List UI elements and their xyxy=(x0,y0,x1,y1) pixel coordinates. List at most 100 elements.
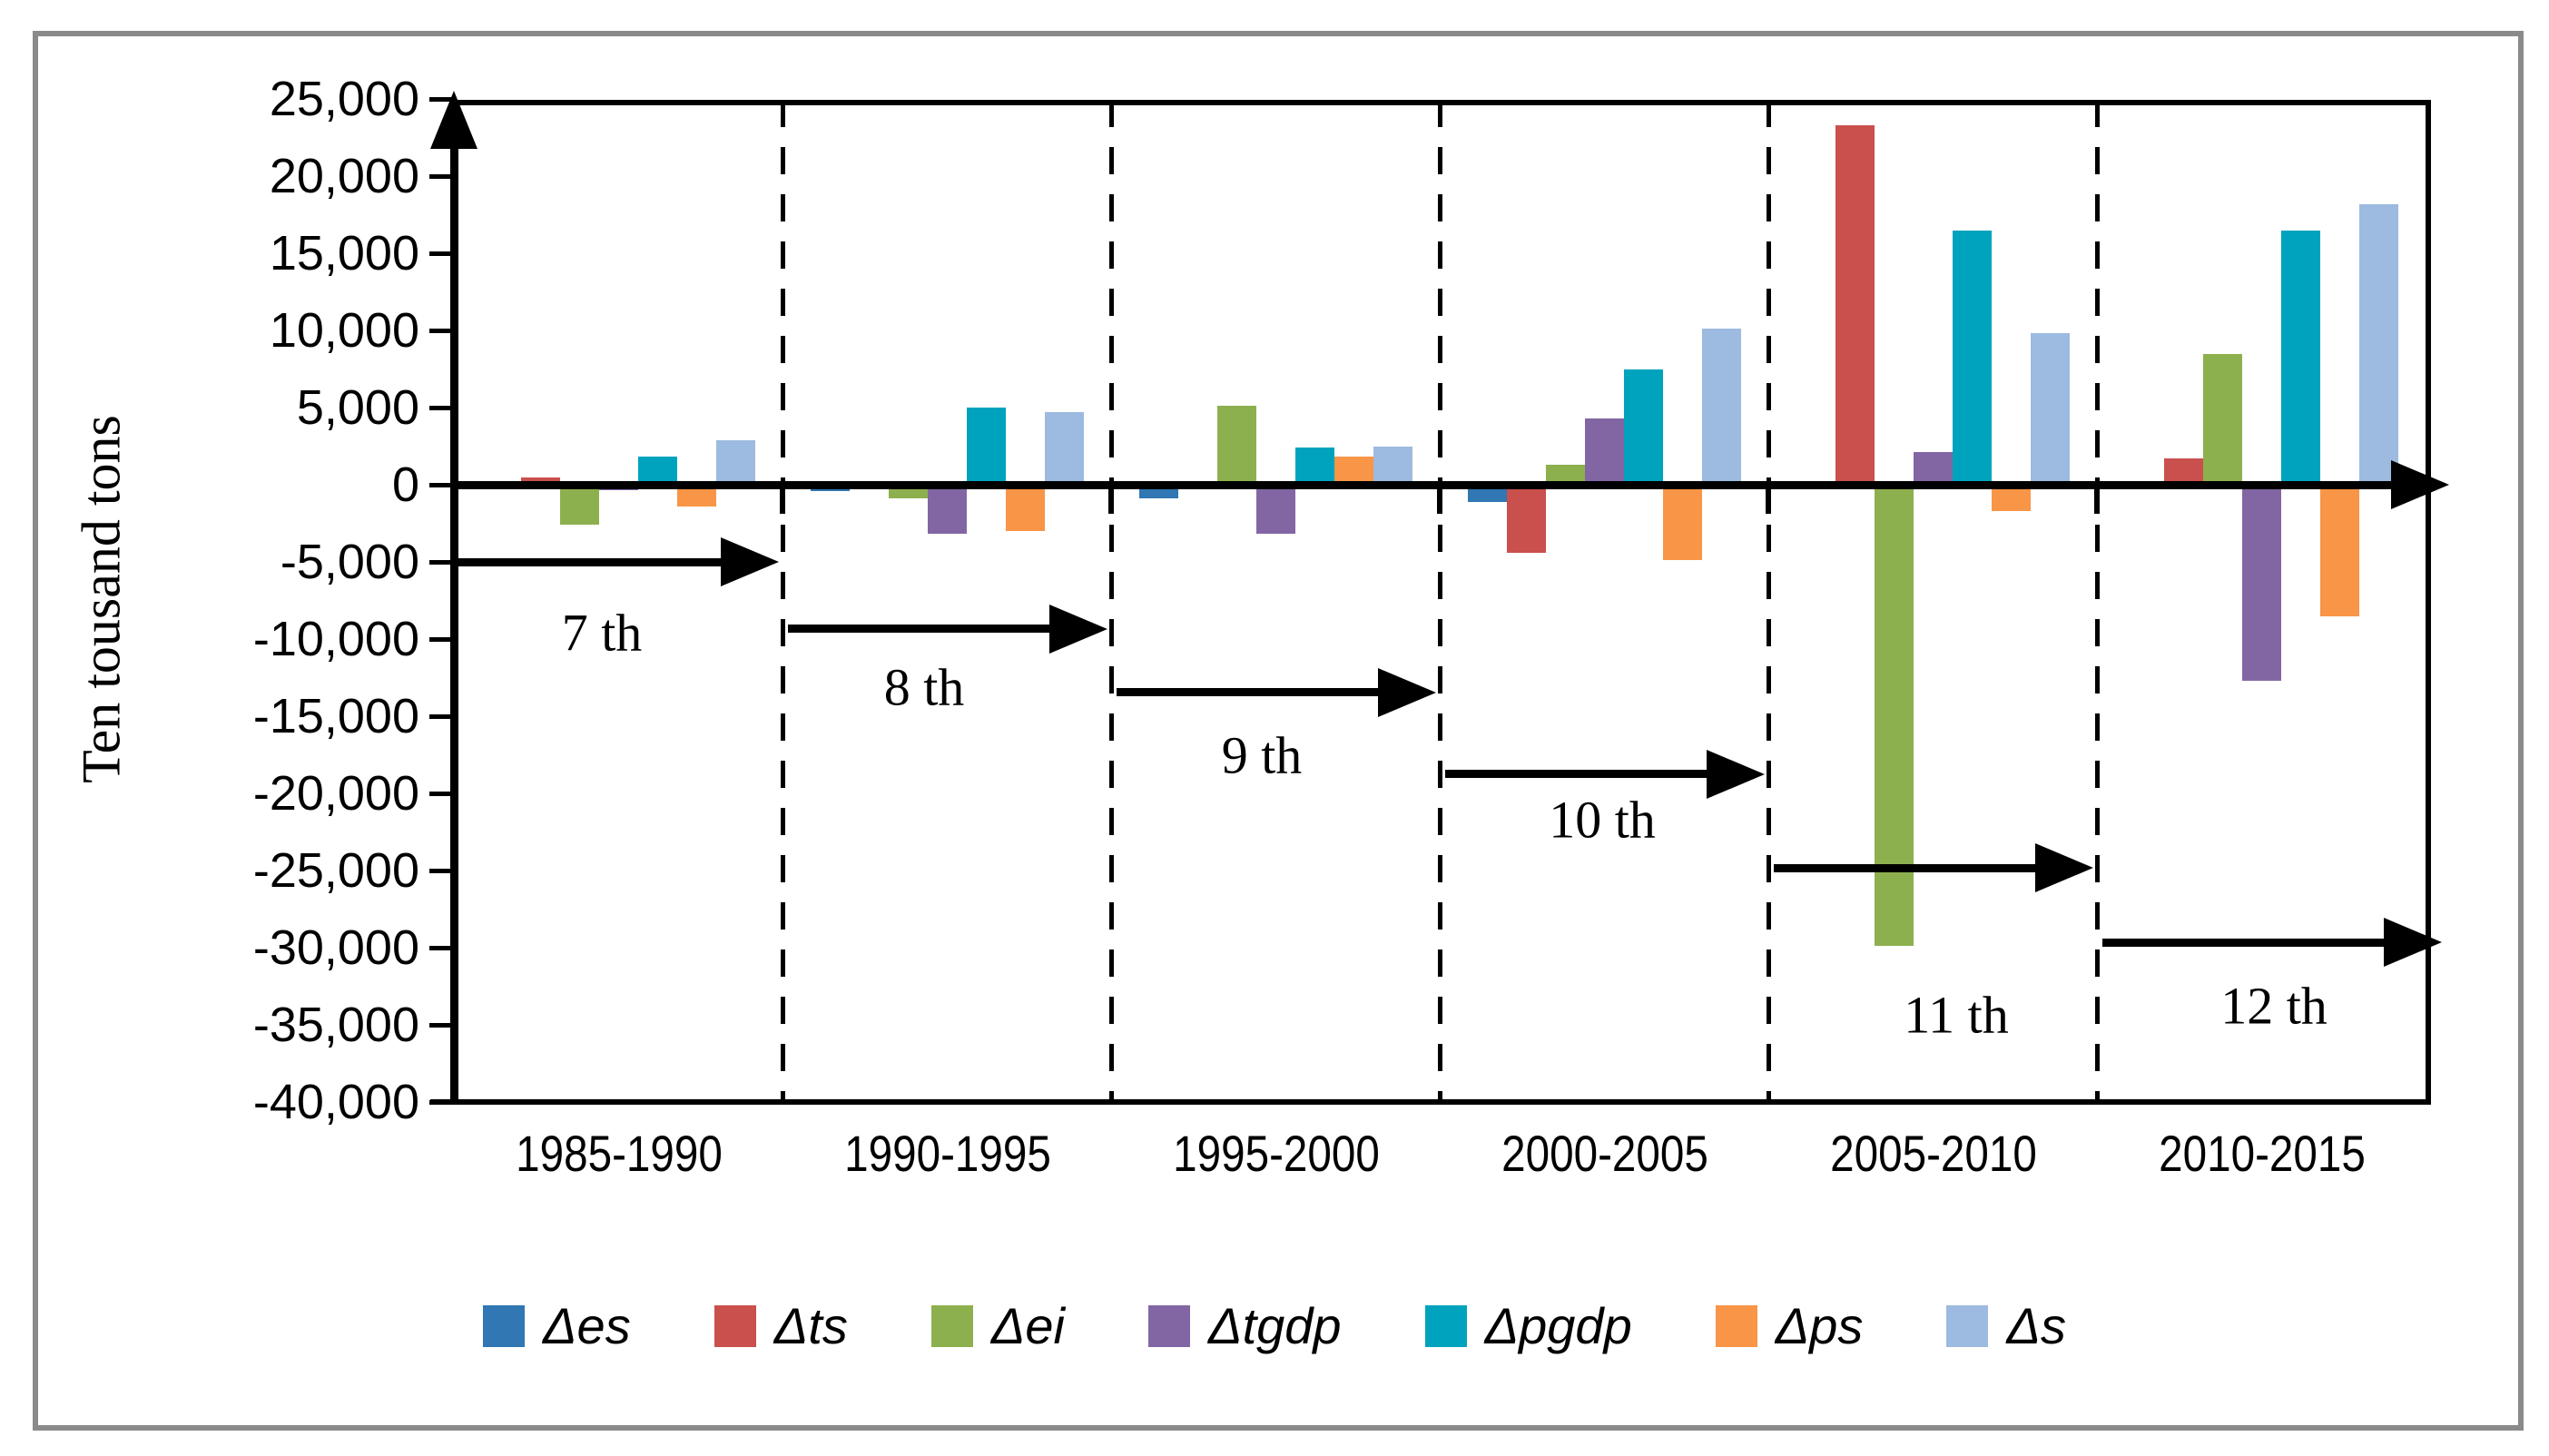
legend-label: Δes xyxy=(542,1297,631,1354)
x-category-label: 2005-2010 xyxy=(1830,1125,2037,1182)
y-tick-label: 15,000 xyxy=(269,226,419,280)
bar-Δtgdp-1990-1995 xyxy=(927,485,967,535)
y-tick-label: 25,000 xyxy=(269,72,419,126)
x-axis-arrowhead xyxy=(2391,460,2449,509)
bar-Δs-1995-2000 xyxy=(1373,446,1412,485)
plan-arrow-label: 8 th xyxy=(883,657,965,717)
x-category-label: 2010-2015 xyxy=(2159,1125,2366,1182)
x-category-label: 1985-1990 xyxy=(516,1125,723,1182)
legend-swatch-icon xyxy=(930,1304,973,1347)
bar-Δs-2005-2010 xyxy=(2030,333,2070,485)
y-axis-tick xyxy=(429,482,454,487)
legend-label: Δs xyxy=(2006,1297,2067,1354)
y-axis-tick xyxy=(429,328,454,333)
y-tick-label: -25,000 xyxy=(252,843,419,898)
y-tick-label: -40,000 xyxy=(252,1075,419,1129)
bar-Δei-1985-1990 xyxy=(559,485,599,526)
bar-Δes-2000-2005 xyxy=(1467,485,1507,502)
bar-Δpgdp-2010-2015 xyxy=(2280,230,2320,485)
plan-arrow-line xyxy=(2102,938,2391,947)
plan-arrow-line xyxy=(1774,863,2042,872)
period-separator xyxy=(2095,100,2100,1102)
y-axis-tick xyxy=(429,1099,454,1105)
y-tick-label: 10,000 xyxy=(269,303,419,358)
bar-Δts-2000-2005 xyxy=(1506,485,1546,553)
period-separator xyxy=(781,100,785,1102)
legend-item-Δts: Δts xyxy=(714,1296,848,1355)
bar-Δps-1990-1995 xyxy=(1005,485,1045,531)
legend-item-Δtgdp: Δtgdp xyxy=(1148,1296,1342,1355)
legend-item-Δes: Δes xyxy=(482,1296,631,1355)
y-axis-tick xyxy=(429,96,454,102)
bar-Δps-2010-2015 xyxy=(2319,485,2359,616)
bar-Δs-2010-2015 xyxy=(2358,203,2398,485)
legend-item-Δei: Δei xyxy=(930,1296,1065,1355)
legend-swatch-icon xyxy=(1946,1304,1989,1347)
legend-swatch-icon xyxy=(1424,1304,1467,1347)
y-axis-line xyxy=(450,136,458,1102)
bar-Δei-1995-2000 xyxy=(1216,406,1256,485)
y-axis-tick xyxy=(429,945,454,950)
legend-label: Δts xyxy=(773,1297,848,1354)
legend-label: Δps xyxy=(1775,1297,1864,1354)
x-axis-tick xyxy=(1766,485,1771,514)
legend-label: Δpgdp xyxy=(1484,1297,1632,1354)
bar-Δpgdp-1985-1990 xyxy=(637,457,677,485)
x-category-label: 2000-2005 xyxy=(1501,1125,1708,1182)
legend-swatch-icon xyxy=(1715,1304,1757,1347)
plot-border-right xyxy=(2426,100,2431,1102)
y-axis-tick xyxy=(429,791,454,796)
y-tick-label: -30,000 xyxy=(252,920,419,975)
y-axis-tick xyxy=(429,559,454,565)
period-separator xyxy=(1109,100,1114,1102)
y-axis-tick xyxy=(429,713,454,719)
bar-Δtgdp-1995-2000 xyxy=(1255,485,1295,535)
x-category-label: 1995-2000 xyxy=(1173,1125,1380,1182)
plan-arrow-label: 12 th xyxy=(2220,976,2328,1036)
bar-Δtgdp-2005-2010 xyxy=(1913,452,1953,485)
legend-swatch-icon xyxy=(714,1304,756,1347)
y-axis-tick xyxy=(429,251,454,256)
y-tick-label: -10,000 xyxy=(252,612,419,666)
legend: Δes Δts Δei Δtgdp Δpgdp Δps Δs xyxy=(0,1296,2549,1355)
plot-border-bottom xyxy=(430,1099,2431,1105)
bar-Δei-2005-2010 xyxy=(1874,485,1914,947)
y-axis-tick xyxy=(429,173,454,179)
legend-item-Δs: Δs xyxy=(1946,1296,2066,1355)
plan-arrow-head xyxy=(1049,604,1107,654)
bar-Δts-2005-2010 xyxy=(1835,124,1875,485)
y-tick-label: -15,000 xyxy=(252,689,419,743)
x-category-label: 1990-1995 xyxy=(844,1125,1051,1182)
bar-Δei-2000-2005 xyxy=(1545,464,1585,485)
plan-arrow-label: 10 th xyxy=(1549,790,1656,850)
legend-label: Δei xyxy=(990,1297,1065,1354)
period-separator xyxy=(1767,100,1771,1102)
plan-arrow-line xyxy=(458,557,728,566)
x-axis-tick xyxy=(1437,485,1442,514)
plan-arrow-label: 11 th xyxy=(1904,985,2009,1045)
y-tick-label: 20,000 xyxy=(269,149,419,203)
plan-arrow-label: 9 th xyxy=(1221,725,1303,785)
y-tick-label: -35,000 xyxy=(252,998,419,1052)
legend-item-Δps: Δps xyxy=(1715,1296,1864,1355)
legend-item-Δpgdp: Δpgdp xyxy=(1424,1296,1632,1355)
y-tick-label: 0 xyxy=(391,457,419,512)
bar-Δs-1990-1995 xyxy=(1044,412,1084,485)
legend-label: Δtgdp xyxy=(1208,1297,1342,1354)
plan-arrow-head xyxy=(2035,843,2093,893)
figure-frame xyxy=(33,31,2524,1431)
bar-Δpgdp-1995-2000 xyxy=(1294,448,1334,485)
y-axis-title: Ten tousand tons xyxy=(71,415,132,783)
bar-Δpgdp-2000-2005 xyxy=(1623,369,1663,485)
legend-swatch-icon xyxy=(1148,1304,1190,1347)
legend-swatch-icon xyxy=(482,1304,525,1347)
bar-Δei-2010-2015 xyxy=(2202,353,2242,485)
y-tick-label: 5,000 xyxy=(296,380,419,435)
y-axis-tick xyxy=(429,1022,454,1028)
bar-Δtgdp-2010-2015 xyxy=(2241,485,2281,681)
y-axis-tick xyxy=(429,868,454,873)
y-tick-label: -20,000 xyxy=(252,766,419,821)
y-tick-label: -5,000 xyxy=(280,535,419,589)
plan-arrow-head xyxy=(2384,918,2442,968)
bar-Δps-1985-1990 xyxy=(676,485,716,507)
